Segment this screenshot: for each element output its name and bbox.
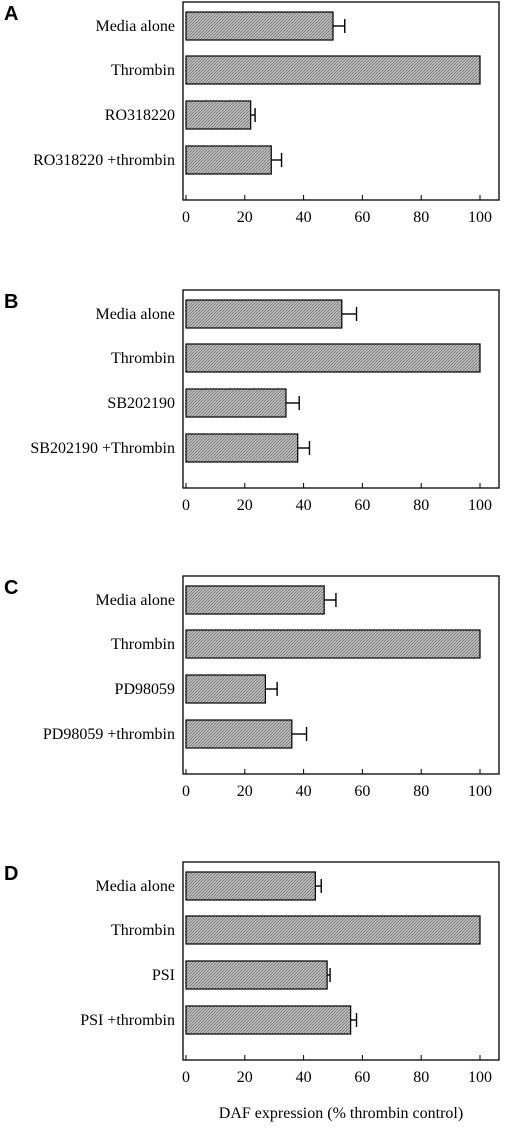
category-label: RO318220 +thrombin bbox=[33, 152, 175, 169]
x-axis-label: DAF expression (% thrombin control) bbox=[219, 1105, 463, 1122]
x-tick-label: 80 bbox=[413, 209, 429, 226]
bar bbox=[185, 11, 334, 41]
x-tick-label: 0 bbox=[182, 497, 190, 514]
bar bbox=[185, 871, 316, 901]
category-label: PD98059 bbox=[115, 681, 175, 698]
x-tick-label: 0 bbox=[182, 783, 190, 800]
x-tick-label: 60 bbox=[354, 783, 370, 800]
x-tick-label: 0 bbox=[182, 209, 190, 226]
panel-letter: B bbox=[4, 291, 18, 313]
bar bbox=[185, 674, 266, 704]
category-label: PSI +thrombin bbox=[80, 1012, 175, 1029]
panel-letter: D bbox=[4, 863, 18, 885]
x-tick-label: 40 bbox=[296, 783, 312, 800]
bar bbox=[185, 1005, 352, 1035]
panel-d: D Media alone Thrombin PSI PSI +thrombin 0 20 4… bbox=[4, 861, 500, 1122]
x-tick-label: 40 bbox=[296, 497, 312, 514]
bar bbox=[185, 585, 325, 615]
plot-frame bbox=[182, 289, 500, 489]
x-tick-label: 80 bbox=[413, 1069, 429, 1086]
x-tick-label: 20 bbox=[237, 1069, 253, 1086]
category-label: Media alone bbox=[95, 18, 175, 35]
category-label: PSI bbox=[152, 967, 175, 984]
bar bbox=[185, 145, 272, 175]
bar bbox=[185, 299, 343, 329]
bar bbox=[185, 388, 287, 418]
x-tick-label: 0 bbox=[182, 1069, 190, 1086]
x-tick-label: 80 bbox=[413, 497, 429, 514]
x-tick-label: 100 bbox=[468, 783, 492, 800]
bar bbox=[185, 719, 293, 749]
x-tick-label: 100 bbox=[468, 1069, 492, 1086]
x-tick-label: 100 bbox=[468, 497, 492, 514]
x-tick-label: 60 bbox=[354, 497, 370, 514]
category-label: SB202190 bbox=[107, 395, 175, 412]
x-tick-label: 80 bbox=[413, 783, 429, 800]
bar bbox=[185, 55, 481, 85]
x-tick-label: 40 bbox=[296, 209, 312, 226]
panel-c: C Media alone Thrombin PD98059 PD98059 +thro… bbox=[4, 575, 500, 800]
panel-letter: C bbox=[4, 577, 18, 599]
x-tick-label: 20 bbox=[237, 209, 253, 226]
bar bbox=[185, 629, 481, 659]
category-label: Media alone bbox=[95, 878, 175, 895]
category-label: Thrombin bbox=[111, 350, 175, 367]
category-label: RO318220 bbox=[105, 107, 175, 124]
plot-frame bbox=[182, 861, 500, 1061]
bar bbox=[185, 100, 252, 130]
plot-frame bbox=[182, 575, 500, 775]
x-tick-label: 20 bbox=[237, 497, 253, 514]
category-label: SB202190 +Thrombin bbox=[30, 440, 175, 457]
x-tick-label: 100 bbox=[468, 209, 492, 226]
panel-b: B Media alone Thrombin SB202190 SB202190 +Th… bbox=[4, 289, 500, 514]
category-label: Thrombin bbox=[111, 62, 175, 79]
x-tick-label: 60 bbox=[354, 209, 370, 226]
category-label: PD98059 +thrombin bbox=[43, 726, 175, 743]
bar bbox=[185, 960, 328, 990]
panel-letter: A bbox=[4, 3, 18, 25]
x-tick-label: 20 bbox=[237, 783, 253, 800]
bar bbox=[185, 915, 481, 945]
category-label: Media alone bbox=[95, 592, 175, 609]
x-tick-label: 60 bbox=[354, 1069, 370, 1086]
category-label: Thrombin bbox=[111, 636, 175, 653]
category-label: Thrombin bbox=[111, 922, 175, 939]
category-label: Media alone bbox=[95, 306, 175, 323]
plot-frame bbox=[182, 1, 500, 201]
bar bbox=[185, 343, 481, 373]
panel-a: A Media alone Thrombin RO318220 RO318220 +th… bbox=[4, 1, 500, 226]
x-tick-label: 40 bbox=[296, 1069, 312, 1086]
bar bbox=[185, 433, 299, 463]
